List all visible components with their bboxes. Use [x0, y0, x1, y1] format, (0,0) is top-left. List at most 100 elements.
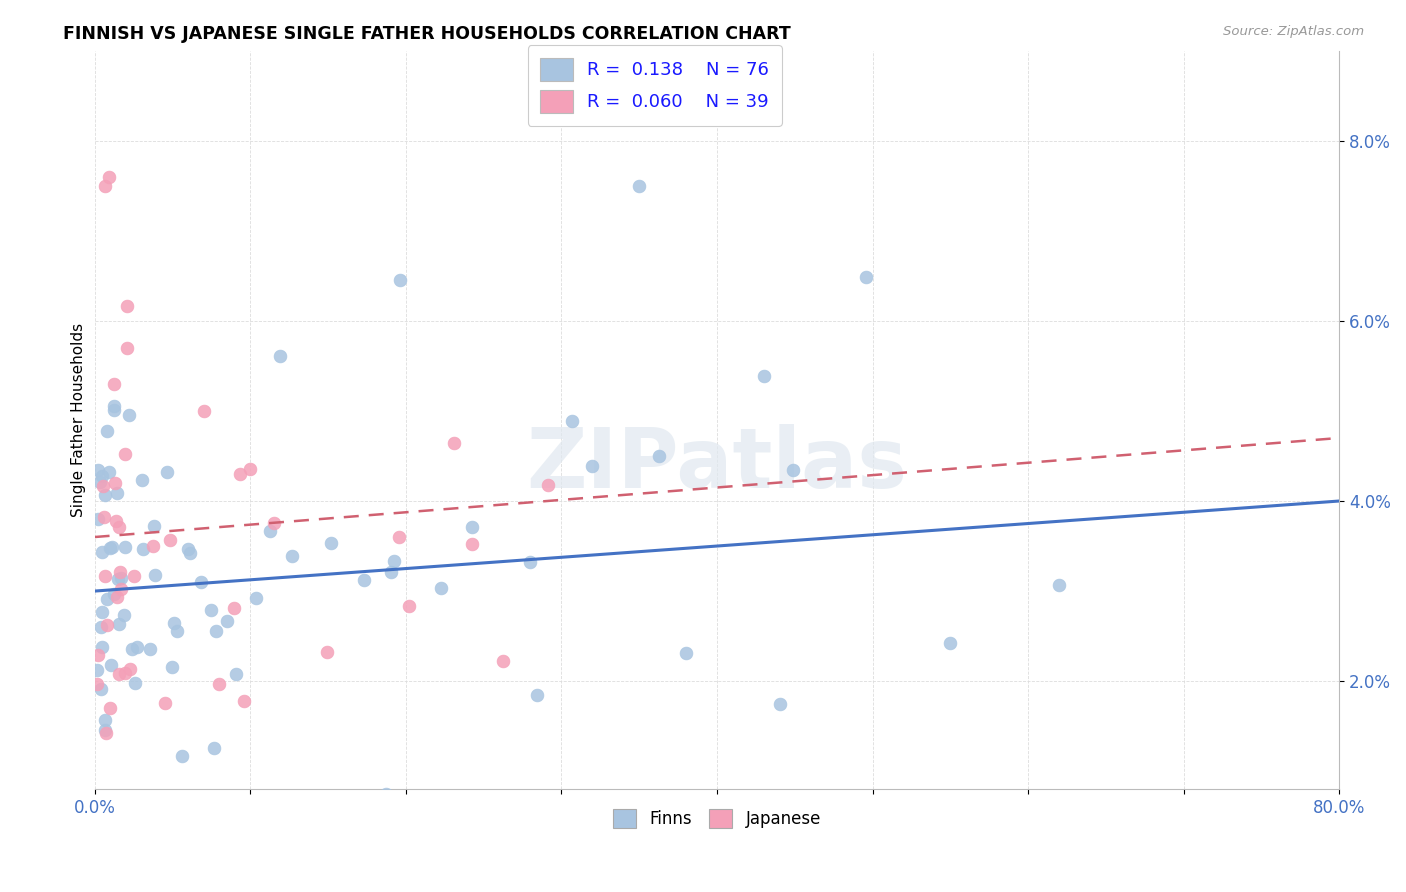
Point: [224, 600, 246, 615]
Point: [100, 541, 122, 555]
Point: [217, 614, 239, 628]
Point: [91, 605, 114, 619]
Point: [232, 694, 254, 708]
Legend: Finns, Japanese: Finns, Japanese: [605, 800, 830, 837]
Point: [86, 663, 108, 677]
Point: [91, 640, 114, 654]
Text: Source: ZipAtlas.com: Source: ZipAtlas.com: [1223, 25, 1364, 38]
Point: [398, 599, 420, 613]
Point: [205, 624, 228, 639]
Point: [207, 676, 229, 690]
Point: [105, 515, 128, 529]
Point: [122, 569, 145, 583]
Point: [769, 697, 792, 711]
Point: [121, 642, 143, 657]
Point: [388, 530, 411, 544]
Point: [108, 617, 131, 632]
Point: [124, 675, 146, 690]
Point: [159, 533, 181, 548]
Point: [93, 510, 115, 524]
Point: [115, 299, 138, 313]
Point: [353, 573, 375, 587]
Point: [87, 648, 110, 662]
Point: [97, 466, 120, 480]
Point: [160, 660, 183, 674]
Point: [131, 474, 153, 488]
Point: [103, 587, 125, 601]
Point: [94, 569, 117, 583]
Point: [389, 273, 412, 287]
Point: [108, 667, 131, 681]
Point: [429, 581, 451, 595]
Point: [112, 607, 135, 622]
Point: [118, 662, 141, 676]
Point: [93, 713, 115, 727]
Point: [98, 541, 121, 555]
Y-axis label: Single Father Households: Single Father Households: [72, 323, 86, 517]
Point: [855, 269, 877, 284]
Point: [96, 725, 118, 739]
Point: [280, 549, 302, 563]
Point: [519, 555, 541, 569]
Point: [245, 591, 267, 605]
Point: [110, 582, 132, 596]
Point: [111, 814, 134, 829]
Point: [90, 620, 112, 634]
Point: [115, 341, 138, 355]
Point: [200, 603, 222, 617]
Point: [90, 469, 112, 483]
Point: [96, 425, 118, 439]
Point: [114, 540, 136, 554]
Point: [87, 463, 110, 477]
Point: [103, 402, 125, 417]
Point: [443, 435, 465, 450]
Point: [319, 536, 342, 550]
Point: [461, 537, 484, 551]
Point: [581, 458, 603, 473]
Point: [94, 723, 117, 738]
Point: [89, 475, 111, 489]
Point: [142, 539, 165, 553]
Point: [259, 524, 281, 538]
Point: [648, 449, 671, 463]
Point: [269, 349, 291, 363]
Point: [91, 478, 114, 492]
Point: [100, 658, 122, 673]
Point: [86, 677, 108, 691]
Point: [103, 376, 125, 391]
Point: [114, 448, 136, 462]
Point: [561, 414, 583, 428]
Point: [526, 688, 548, 702]
Point: [172, 748, 194, 763]
Point: [103, 400, 125, 414]
Point: [190, 575, 212, 590]
Point: [143, 568, 166, 582]
Point: [107, 591, 129, 605]
Point: [155, 696, 177, 710]
Point: [239, 462, 262, 476]
Point: [108, 519, 131, 533]
Point: [94, 488, 117, 502]
Point: [143, 519, 166, 533]
Point: [384, 554, 406, 568]
Point: [536, 477, 558, 491]
Point: [202, 740, 225, 755]
Point: [103, 889, 125, 892]
Point: [675, 646, 697, 660]
Point: [96, 591, 118, 606]
Point: [105, 486, 128, 500]
Point: [166, 624, 188, 638]
Point: [752, 369, 775, 384]
Point: [460, 520, 482, 534]
Point: [90, 681, 112, 696]
Point: [782, 463, 804, 477]
Point: [86, 512, 108, 526]
Point: [375, 787, 398, 801]
Point: [1047, 578, 1070, 592]
Point: [97, 169, 120, 184]
Point: [229, 467, 252, 481]
Point: [163, 616, 186, 631]
Point: [156, 465, 179, 479]
Point: [225, 667, 247, 681]
Point: [118, 409, 141, 423]
